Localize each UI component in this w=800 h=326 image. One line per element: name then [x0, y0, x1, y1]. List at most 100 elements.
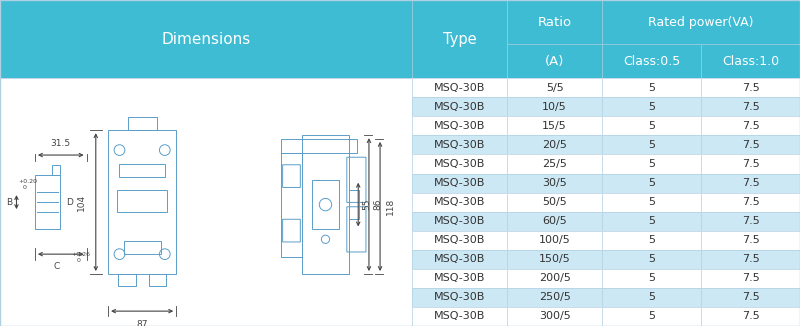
- Bar: [412, 116, 507, 135]
- Text: MSQ-30B: MSQ-30B: [434, 159, 486, 169]
- Bar: [412, 288, 507, 307]
- Bar: [602, 307, 701, 326]
- Bar: [602, 116, 701, 135]
- Text: 5: 5: [648, 197, 655, 207]
- Text: MSQ-30B: MSQ-30B: [434, 140, 486, 150]
- Bar: [602, 0, 800, 44]
- Bar: [602, 44, 701, 78]
- Text: Class:1.0: Class:1.0: [722, 55, 779, 67]
- Bar: [119, 164, 165, 177]
- Bar: [701, 44, 800, 78]
- Bar: [602, 269, 701, 288]
- Bar: [602, 288, 701, 307]
- Text: 50/5: 50/5: [542, 197, 567, 207]
- Bar: [118, 190, 167, 212]
- Text: 7.5: 7.5: [742, 197, 759, 207]
- Bar: [701, 173, 800, 193]
- Bar: [507, 78, 602, 97]
- Bar: [507, 288, 602, 307]
- Bar: [602, 212, 701, 231]
- Text: 118: 118: [386, 198, 395, 215]
- Bar: [128, 117, 157, 130]
- Bar: [701, 97, 800, 116]
- Text: 10/5: 10/5: [542, 102, 567, 112]
- Text: 31.5: 31.5: [50, 139, 71, 148]
- Bar: [507, 212, 602, 231]
- Bar: [507, 0, 602, 44]
- Bar: [602, 78, 701, 97]
- Bar: [701, 231, 800, 250]
- Bar: [0, 78, 412, 326]
- Bar: [507, 269, 602, 288]
- Bar: [412, 231, 507, 250]
- Bar: [108, 130, 176, 274]
- Text: 300/5: 300/5: [538, 311, 570, 321]
- Text: 5: 5: [648, 216, 655, 226]
- Text: MSQ-30B: MSQ-30B: [434, 83, 486, 93]
- Text: +0.26
   0: +0.26 0: [71, 252, 90, 263]
- Text: MSQ-30B: MSQ-30B: [434, 178, 486, 188]
- Bar: [602, 231, 701, 250]
- Bar: [412, 231, 507, 250]
- Bar: [701, 193, 800, 212]
- Bar: [412, 212, 507, 231]
- Bar: [412, 135, 507, 155]
- Bar: [412, 97, 507, 116]
- Text: MSQ-30B: MSQ-30B: [434, 254, 486, 264]
- Text: Ratio: Ratio: [538, 16, 572, 28]
- Bar: [602, 212, 701, 231]
- Text: 5: 5: [648, 274, 655, 283]
- Bar: [507, 44, 602, 78]
- Bar: [507, 173, 602, 193]
- Bar: [602, 193, 701, 212]
- Bar: [281, 139, 358, 153]
- Bar: [412, 269, 507, 288]
- Bar: [507, 193, 602, 212]
- Bar: [507, 269, 602, 288]
- Text: MSQ-30B: MSQ-30B: [434, 121, 486, 131]
- Bar: [602, 250, 701, 269]
- Bar: [312, 180, 339, 230]
- Bar: [349, 190, 359, 219]
- Bar: [701, 155, 800, 173]
- Bar: [507, 97, 602, 116]
- Bar: [701, 212, 800, 231]
- Text: 15/5: 15/5: [542, 121, 567, 131]
- Text: 5: 5: [648, 121, 655, 131]
- Text: 200/5: 200/5: [538, 274, 570, 283]
- Text: MSQ-30B: MSQ-30B: [434, 197, 486, 207]
- Bar: [507, 155, 602, 173]
- Text: 25/5: 25/5: [542, 159, 567, 169]
- Bar: [507, 97, 602, 116]
- Bar: [602, 155, 701, 173]
- Bar: [302, 135, 349, 274]
- Bar: [602, 250, 701, 269]
- Bar: [412, 0, 507, 78]
- Bar: [602, 231, 701, 250]
- Text: 87: 87: [136, 320, 148, 326]
- Text: 5: 5: [648, 178, 655, 188]
- Bar: [701, 231, 800, 250]
- Bar: [412, 193, 507, 212]
- Text: 7.5: 7.5: [742, 178, 759, 188]
- Text: 5: 5: [648, 292, 655, 303]
- Bar: [507, 173, 602, 193]
- Text: 150/5: 150/5: [538, 254, 570, 264]
- Bar: [0, 0, 412, 78]
- Bar: [149, 274, 166, 286]
- Bar: [412, 78, 507, 97]
- Bar: [412, 250, 507, 269]
- Bar: [507, 288, 602, 307]
- Bar: [701, 78, 800, 97]
- Text: MSQ-30B: MSQ-30B: [434, 102, 486, 112]
- Text: (A): (A): [545, 55, 564, 67]
- Bar: [412, 173, 507, 193]
- Text: MSQ-30B: MSQ-30B: [434, 292, 486, 303]
- Bar: [701, 97, 800, 116]
- Bar: [412, 307, 507, 326]
- Bar: [701, 173, 800, 193]
- Bar: [507, 135, 602, 155]
- Text: 7.5: 7.5: [742, 292, 759, 303]
- Bar: [412, 155, 507, 173]
- Bar: [602, 269, 701, 288]
